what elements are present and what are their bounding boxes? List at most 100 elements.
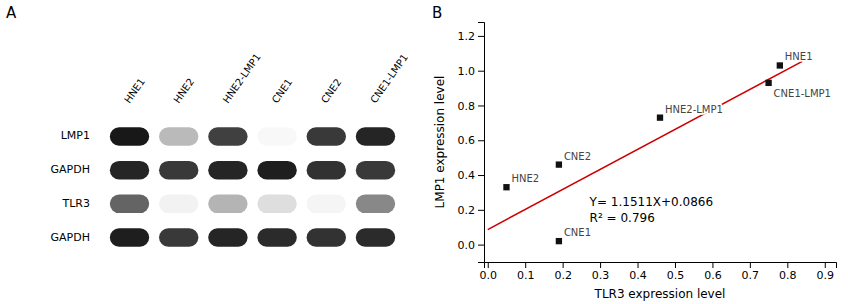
- band: [307, 161, 346, 180]
- panel-label: B: [432, 4, 442, 22]
- band: [257, 228, 296, 247]
- band: [159, 228, 198, 247]
- tick: 0.1: [517, 262, 535, 282]
- y-axis-title: LMP1 expression level: [433, 76, 447, 209]
- tick: 0.4: [458, 169, 485, 182]
- band: [208, 195, 247, 214]
- tick-mark: [478, 245, 484, 246]
- point-label: HNE2: [511, 173, 539, 184]
- tick-mark: [478, 175, 484, 176]
- regression-line: [488, 61, 803, 229]
- tick: 0.4: [629, 262, 647, 282]
- tick-label: 1.2: [458, 30, 476, 43]
- tick: 0.7: [742, 262, 760, 282]
- plot-area: [488, 61, 803, 244]
- row-label: GAPDH: [51, 231, 90, 244]
- band: [257, 195, 296, 214]
- band: [110, 228, 149, 247]
- band: [356, 127, 395, 146]
- tick-label: 0.0: [458, 239, 476, 252]
- tick-label: 0.8: [458, 99, 476, 112]
- tick: 0.8: [779, 262, 797, 282]
- tick-mark: [638, 262, 639, 268]
- tick-label: 0.1: [517, 269, 535, 282]
- tick-label: 0.9: [817, 269, 835, 282]
- tick-label: 0.2: [458, 204, 476, 217]
- point: [657, 114, 663, 120]
- tick: 0.0: [458, 239, 485, 252]
- point: [503, 184, 509, 190]
- tick-mark: [478, 210, 484, 211]
- annotation: R² = 0.796: [590, 211, 655, 225]
- tick-label: 0.6: [704, 269, 722, 282]
- point: [765, 80, 771, 86]
- tick-mark: [525, 262, 526, 268]
- tick-label: 1.0: [458, 65, 476, 78]
- tick-mark: [563, 262, 564, 268]
- blot-panel: AHNE1HNE2HNE2-LMP1CNE1CNE2CNE1-LMP1LMP1G…: [6, 4, 410, 247]
- tick: 1.0: [458, 65, 485, 78]
- band: [159, 195, 198, 214]
- axis-line: [485, 263, 837, 269]
- band: [208, 228, 247, 247]
- tick: 0.2: [458, 204, 485, 217]
- column-label: HNE1: [122, 76, 147, 105]
- band: [110, 161, 149, 180]
- band: [257, 161, 296, 180]
- tick: 1.2: [458, 30, 485, 43]
- column-label: HNE2-LMP1: [221, 51, 263, 105]
- point-label: HNE2-LMP1: [665, 104, 723, 115]
- band: [159, 127, 198, 146]
- tick-label: 0.8: [779, 269, 797, 282]
- point: [556, 238, 562, 244]
- tick-mark: [600, 262, 601, 268]
- tick-label: 0.4: [629, 269, 647, 282]
- band: [356, 161, 395, 180]
- point-label: CNE1: [564, 227, 591, 238]
- band: [356, 195, 395, 214]
- column-label: CNE1-LMP1: [368, 52, 410, 105]
- tick: 0.8: [458, 99, 485, 112]
- tick-mark: [478, 140, 484, 141]
- annotations: HNE2CNE2CNE1HNE2-LMP1CNE1-LMP1HNE1Y= 1.1…: [511, 51, 830, 238]
- tick-mark: [478, 105, 484, 106]
- annotation: Y= 1.1511X+0.0866: [589, 195, 713, 209]
- tick-mark: [675, 262, 676, 268]
- y-axis: 0.0 0.2 0.4 0.6 0.8 1.0 1.2: [458, 23, 485, 263]
- tick-mark: [488, 262, 489, 268]
- tick-label: 0.7: [742, 269, 760, 282]
- band: [110, 127, 149, 146]
- band: [307, 195, 346, 214]
- band: [307, 228, 346, 247]
- row-label: GAPDH: [51, 163, 90, 176]
- band: [159, 161, 198, 180]
- tick: 0.6: [458, 134, 485, 147]
- point: [777, 62, 783, 68]
- tick-label: 0.6: [458, 134, 476, 147]
- tick: 0.9: [817, 262, 835, 282]
- bands: [110, 127, 395, 247]
- tick-mark: [825, 262, 826, 268]
- tick: 0.3: [592, 262, 610, 282]
- tick-mark: [787, 262, 788, 268]
- tick-mark: [478, 71, 484, 72]
- tick: 0.0: [479, 262, 497, 282]
- panel-label: A: [6, 4, 17, 22]
- row-label: TLR3: [62, 197, 91, 210]
- x-axis-title: TLR3 expression level: [594, 287, 726, 301]
- tick: 0.2: [554, 262, 572, 282]
- band: [208, 127, 247, 146]
- axis-line: [478, 23, 485, 263]
- band: [257, 127, 296, 146]
- column-label: CNE2: [319, 77, 344, 106]
- band: [110, 195, 149, 214]
- tick: 0.5: [667, 262, 685, 282]
- tick: 0.6: [704, 262, 722, 282]
- point-label: HNE1: [785, 51, 813, 62]
- point-label: CNE2: [564, 151, 591, 162]
- tick-mark: [712, 262, 713, 268]
- tick-label: 0.5: [667, 269, 685, 282]
- band: [208, 161, 247, 180]
- scatter-panel: 0.00.10.20.30.40.50.60.70.80.90.00.20.40…: [432, 4, 837, 301]
- column-label: HNE2: [171, 76, 196, 105]
